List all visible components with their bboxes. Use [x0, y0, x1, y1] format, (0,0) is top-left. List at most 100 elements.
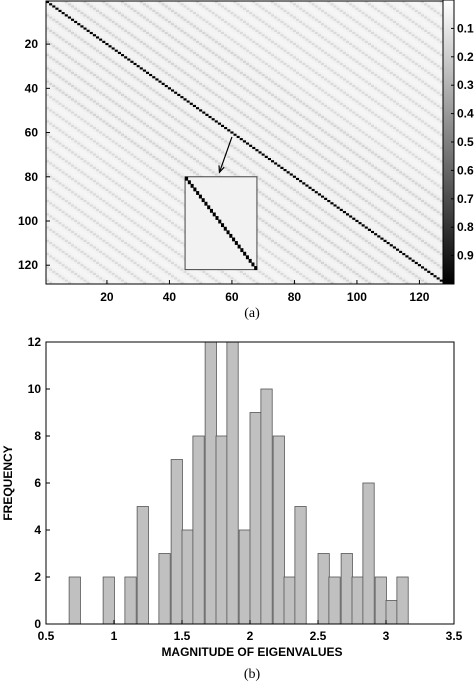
heatmap-cell — [277, 40, 281, 44]
heatmap-cell — [86, 29, 90, 32]
heatmap-cell — [267, 58, 272, 61]
heatmap-cell — [99, 12, 103, 15]
heatmap-cell — [124, 14, 128, 17]
heatmap-cell — [402, 25, 406, 28]
heatmap-cell — [46, 12, 50, 15]
heatmap-cell — [155, 38, 159, 41]
heatmap-cell — [189, 62, 193, 66]
heatmap-cell — [230, 49, 234, 52]
heatmap-cell — [386, 20, 390, 24]
heatmap-cell — [327, 49, 331, 52]
heatmap-cell — [396, 7, 400, 10]
heatmap-cell — [183, 67, 187, 70]
heatmap-cell — [261, 31, 265, 35]
heatmap-cell — [92, 29, 97, 32]
heatmap-cell — [149, 45, 153, 48]
heatmap-cell — [430, 82, 434, 86]
heatmap-cell — [242, 58, 247, 61]
heatmap-cell — [283, 80, 287, 83]
heatmap-cell — [124, 85, 128, 88]
heatmap-cell — [89, 29, 93, 32]
heatmap-cell — [58, 76, 62, 79]
heatmap-cell — [242, 80, 247, 83]
heatmap-cell — [192, 85, 197, 88]
heatmap-cell — [180, 3, 184, 6]
heatmap-cell — [399, 9, 403, 13]
heatmap-cell — [342, 14, 347, 17]
heatmap-cell — [133, 56, 137, 59]
heatmap-cell — [105, 47, 109, 50]
heatmap-cell — [236, 71, 240, 75]
heatmap-cell — [192, 31, 197, 35]
heatmap-cell — [180, 34, 184, 37]
heatmap-cell — [427, 1, 431, 4]
heatmap-cell — [292, 25, 297, 28]
heatmap-cell — [427, 18, 431, 21]
heatmap-cell — [299, 73, 303, 77]
heatmap-cell — [46, 29, 50, 32]
heatmap-cell — [71, 58, 75, 61]
heatmap-cell — [417, 5, 422, 8]
heatmap-cell — [155, 5, 159, 8]
heatmap-cell — [346, 5, 350, 8]
heatmap-cell — [127, 82, 131, 86]
heatmap-cell — [83, 73, 87, 77]
heatmap-cell — [64, 51, 68, 55]
heatmap-cell — [99, 3, 103, 6]
heatmap-cell — [158, 80, 162, 83]
heatmap-cell — [380, 38, 384, 41]
heatmap-cell — [152, 56, 156, 59]
heatmap-cell — [102, 60, 106, 63]
heatmap-cell — [352, 20, 356, 24]
heatmap-cell — [336, 45, 340, 48]
heatmap-cell — [58, 29, 62, 32]
heatmap-cell — [180, 29, 184, 32]
heatmap-cell — [80, 9, 84, 13]
heatmap-cell — [77, 60, 81, 63]
heatmap-cell — [367, 18, 372, 21]
heatmap-cell — [261, 29, 265, 32]
heatmap-cell — [402, 47, 406, 50]
heatmap-cell — [361, 51, 365, 55]
heatmap-cell — [361, 40, 365, 44]
heatmap-cell — [202, 78, 206, 81]
heatmap-cell — [164, 45, 168, 48]
heatmap-cell — [296, 20, 300, 24]
heatmap-cell — [249, 5, 253, 8]
heatmap-cell — [352, 23, 356, 26]
heatmap-cell — [430, 47, 434, 50]
heatmap-cell — [255, 12, 259, 15]
heatmap-cell — [408, 36, 412, 39]
heatmap-cell — [408, 56, 412, 59]
heatmap-cell — [192, 25, 197, 28]
heatmap-cell — [55, 27, 59, 30]
heatmap-cell — [171, 38, 175, 41]
heatmap-cell — [149, 62, 153, 66]
heatmap-cell — [249, 16, 253, 19]
heatmap-cell — [361, 62, 365, 66]
heatmap-cell — [136, 18, 140, 21]
heatmap-cell — [142, 12, 147, 15]
heatmap-cell — [305, 58, 309, 61]
heatmap-cell — [277, 16, 281, 19]
heatmap-cell — [377, 9, 381, 13]
heatmap-cell — [196, 60, 200, 63]
heatmap-cell — [136, 80, 140, 83]
heatmap-cell — [308, 71, 312, 75]
heatmap-cell — [74, 40, 78, 44]
heatmap-cell — [311, 7, 315, 10]
heatmap-cell — [327, 51, 331, 55]
heatmap-cell — [417, 36, 422, 39]
heatmap-cell — [92, 12, 97, 15]
heatmap-cell — [421, 29, 425, 32]
heatmap-cell — [61, 80, 65, 83]
heatmap-cell — [396, 80, 400, 83]
heatmap-cell — [411, 27, 415, 30]
heatmap-cell — [364, 69, 368, 72]
heatmap-cell — [402, 27, 406, 30]
heatmap-cell — [61, 62, 65, 66]
heatmap-cell — [252, 76, 256, 79]
heatmap-cell — [289, 80, 293, 83]
heatmap-cell — [274, 12, 278, 15]
heatmap-cell — [392, 31, 397, 35]
